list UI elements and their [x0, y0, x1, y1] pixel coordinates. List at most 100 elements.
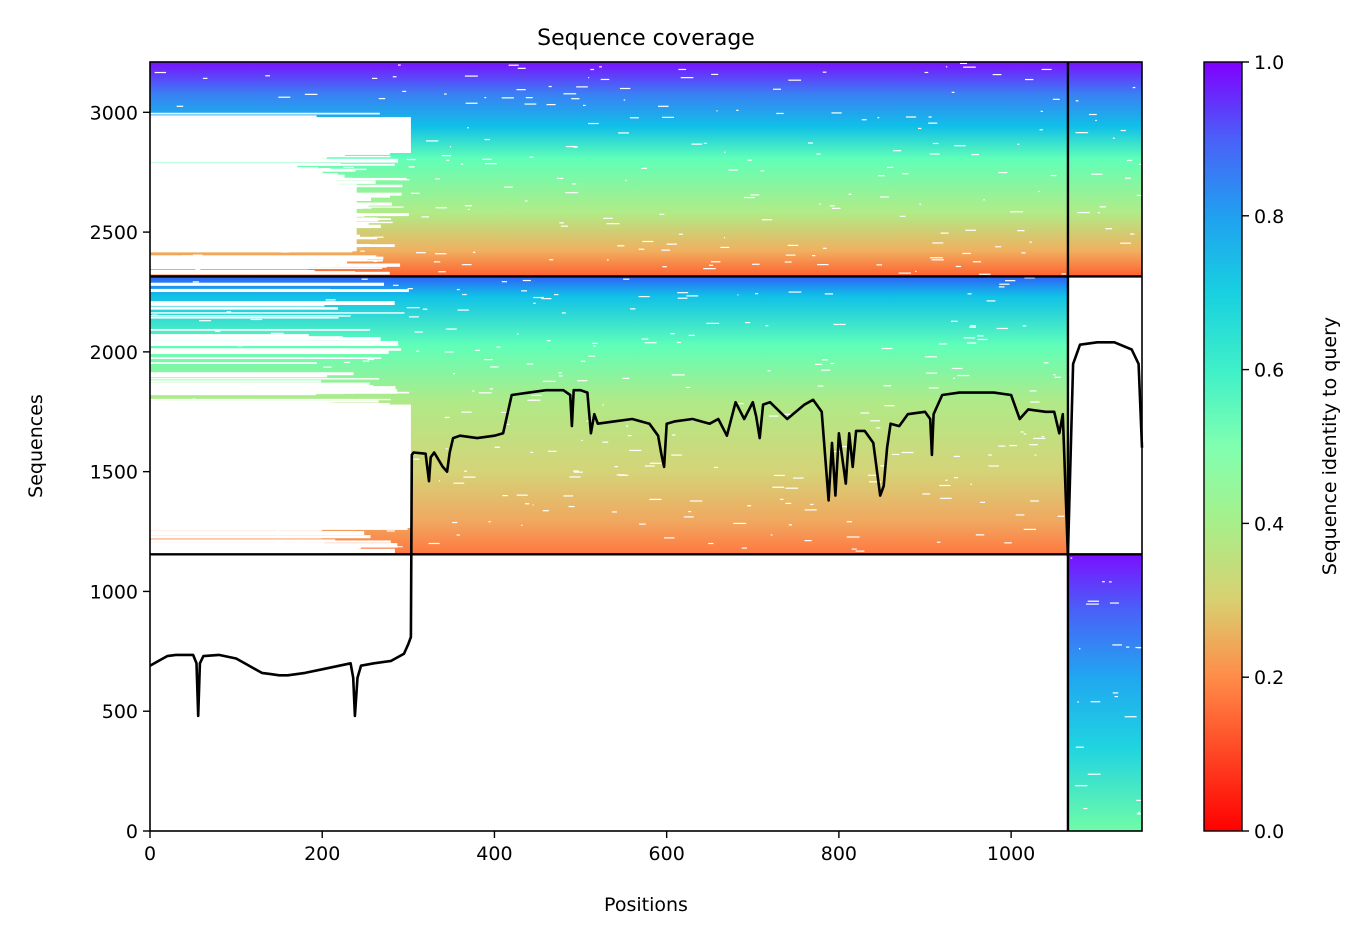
gap-streak [996, 327, 1009, 330]
gap-streak [688, 510, 692, 513]
unaligned-row [150, 271, 390, 275]
gap-streak [915, 270, 917, 272]
gap-streak [884, 405, 895, 407]
gap-streak [410, 192, 420, 194]
gap-streak [561, 312, 566, 314]
gap-streak [881, 347, 893, 350]
gap-streak [784, 261, 792, 263]
unaligned-row [150, 539, 336, 542]
gap-streak [1015, 514, 1025, 516]
gap-streak [823, 247, 827, 249]
gap-streak [773, 88, 782, 90]
gap-streak [1137, 647, 1142, 649]
gap-streak [467, 127, 469, 129]
gap-streak [957, 374, 970, 377]
gap-streak [590, 68, 595, 71]
gap-streak [824, 293, 834, 295]
gap-streak [745, 322, 751, 324]
gap-streak [892, 453, 900, 456]
gap-streak [195, 268, 201, 270]
unaligned-row [150, 112, 380, 115]
gap-streak [861, 119, 867, 121]
gap-streak [689, 500, 703, 502]
gap-streak [1040, 110, 1043, 112]
unaligned-row [150, 170, 323, 174]
gap-streak [438, 480, 441, 482]
gap-streak [922, 493, 931, 495]
gap-streak [250, 318, 262, 321]
gap-streak [1057, 515, 1065, 517]
gap-streak [1109, 602, 1119, 604]
gap-streak [1136, 194, 1142, 197]
unaligned-row [150, 357, 382, 360]
gap-streak [649, 498, 662, 500]
gap-streak [846, 536, 860, 538]
unaligned-row [150, 348, 402, 351]
gap-streak [362, 360, 370, 362]
unaligned-row [150, 164, 298, 168]
gap-streak [877, 117, 880, 119]
gap-streak [998, 445, 1006, 447]
gap-streak [490, 366, 499, 368]
gap-streak [548, 85, 552, 88]
gap-streak [1054, 376, 1061, 378]
gap-streak [602, 404, 604, 406]
gap-streak [600, 78, 610, 81]
gap-streak [965, 229, 976, 231]
gap-streak [917, 127, 922, 130]
gap-streak [1102, 581, 1105, 583]
colorbar: 0.0 0.2 0.4 0.6 0.8 1.0 Sequence identity to … [1203, 52, 1341, 843]
gap-streak [761, 219, 773, 221]
gap-streak [558, 372, 562, 374]
gap-streak [877, 175, 885, 177]
gap-streak [202, 77, 208, 79]
unaligned-row [150, 529, 323, 531]
gap-streak [1099, 206, 1106, 208]
gap-streak [475, 349, 481, 352]
unaligned-row [150, 532, 345, 535]
gap-streak [441, 155, 452, 157]
gap-streak [969, 326, 977, 328]
gap-streak [736, 109, 739, 111]
gap-streak [415, 350, 420, 352]
gap-streak [953, 455, 960, 458]
unaligned-row [150, 179, 326, 184]
gap-streak [1112, 692, 1119, 694]
x-axis-ticks: 0 200 400 600 800 1000 [144, 831, 1035, 865]
gap-streak [407, 288, 413, 290]
gap-streak [893, 150, 902, 152]
gap-streak [986, 300, 996, 302]
gap-streak [1125, 646, 1130, 648]
gap-streak [848, 193, 852, 195]
gap-streak [434, 253, 447, 255]
gap-streak [304, 93, 318, 95]
colorbar-ticks: 0.0 0.2 0.4 0.6 0.8 1.0 [1242, 52, 1284, 843]
gap-streak [176, 105, 184, 107]
gap-streak [406, 158, 416, 161]
unaligned-row [150, 543, 398, 548]
gap-streak [671, 374, 685, 376]
gap-streak [734, 402, 744, 405]
gap-streak [770, 534, 773, 536]
gap-streak [945, 66, 948, 68]
gap-streak [482, 158, 492, 160]
gap-streak [928, 122, 938, 124]
gap-streak [548, 450, 557, 452]
gap-streak [408, 166, 415, 168]
gap-streak [977, 335, 984, 337]
gap-streak [822, 71, 827, 73]
colorbar-tick-label: 0.6 [1254, 360, 1284, 382]
gap-streak [453, 482, 465, 484]
gap-streak [658, 105, 669, 107]
unaligned-row [150, 163, 395, 166]
gap-streak [508, 64, 519, 66]
x-axis-label: Positions [604, 894, 688, 916]
gap-streak [629, 449, 642, 452]
gap-streak [576, 86, 588, 88]
unaligned-row [150, 349, 389, 355]
gap-streak [821, 369, 831, 371]
gap-streak [571, 98, 580, 100]
gap-streak [785, 487, 799, 489]
gap-streak [901, 451, 914, 454]
gap-streak [685, 386, 691, 389]
